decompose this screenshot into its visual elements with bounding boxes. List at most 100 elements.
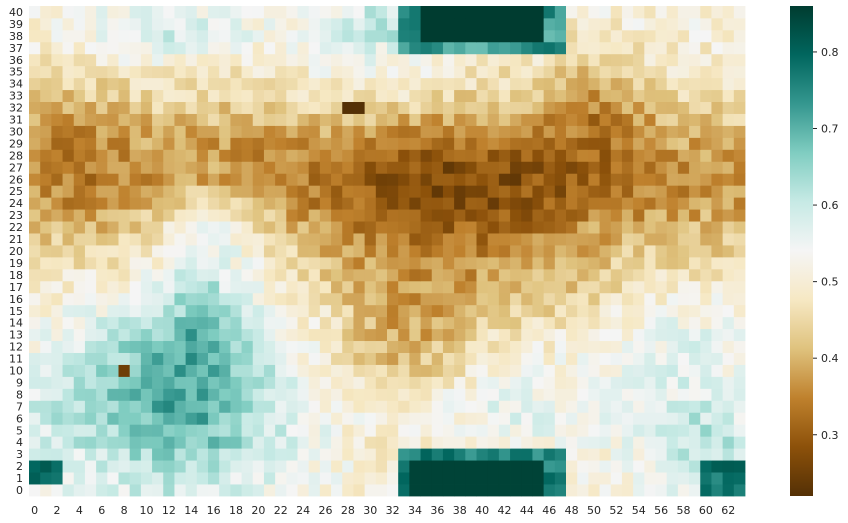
heatmap-cell xyxy=(398,280,410,294)
heatmap-cell xyxy=(129,436,142,449)
heatmap-cell xyxy=(51,412,63,425)
heatmap-cell xyxy=(375,328,388,342)
heatmap-cell xyxy=(610,364,623,377)
heatmap-cell xyxy=(387,113,399,126)
heatmap-cell xyxy=(84,280,97,294)
heatmap-cell xyxy=(655,233,668,246)
heatmap-cell xyxy=(51,472,63,485)
y-tick-label: 39 xyxy=(9,18,23,31)
heatmap-cell xyxy=(722,221,735,234)
heatmap-cell xyxy=(84,412,97,425)
heatmap-cell xyxy=(498,316,511,330)
heatmap-cell xyxy=(286,340,298,353)
heatmap-cell xyxy=(566,125,578,138)
heatmap-cell xyxy=(398,89,410,103)
heatmap-cell xyxy=(163,113,175,126)
heatmap-cell xyxy=(677,412,690,425)
heatmap-cell xyxy=(521,316,533,330)
heatmap-cell xyxy=(40,221,52,234)
heatmap-cell xyxy=(644,65,656,79)
heatmap-cell xyxy=(286,101,298,114)
heatmap-cell xyxy=(498,280,511,294)
heatmap-cells xyxy=(29,6,746,497)
heatmap-cell xyxy=(230,209,242,222)
heatmap-cell xyxy=(442,316,455,330)
heatmap-cell xyxy=(666,388,679,401)
heatmap-cell xyxy=(521,436,533,449)
heatmap-cell xyxy=(51,185,63,198)
heatmap-cell xyxy=(196,233,209,246)
heatmap-cell xyxy=(454,436,466,449)
heatmap-cell xyxy=(498,328,511,342)
heatmap-cell xyxy=(655,197,668,210)
heatmap-cell xyxy=(208,29,220,43)
heatmap-cell xyxy=(566,364,578,377)
heatmap-cell xyxy=(196,256,209,270)
heatmap-cell xyxy=(297,340,310,353)
heatmap-cell xyxy=(532,424,545,437)
heatmap-cell xyxy=(129,29,142,43)
heatmap-cell xyxy=(442,233,455,246)
heatmap-cell xyxy=(308,41,321,55)
heatmap-cell xyxy=(521,460,533,473)
heatmap-cell xyxy=(510,233,522,246)
heatmap-cell xyxy=(241,245,254,258)
heatmap-cell xyxy=(599,412,612,425)
heatmap-cell xyxy=(543,6,556,19)
heatmap-cell xyxy=(621,448,634,461)
heatmap-cell xyxy=(476,197,489,210)
heatmap-cell xyxy=(129,149,142,162)
heatmap-cell xyxy=(174,484,187,497)
heatmap-cell xyxy=(84,53,97,67)
heatmap-cell xyxy=(331,280,343,294)
heatmap-cell xyxy=(454,304,466,318)
heatmap-cell xyxy=(219,77,231,91)
heatmap-cell xyxy=(510,41,522,55)
heatmap-cell xyxy=(566,328,578,342)
heatmap-cell xyxy=(431,292,444,306)
heatmap-cell xyxy=(96,484,108,497)
heatmap-cell xyxy=(498,77,511,91)
heatmap-cell xyxy=(308,280,321,294)
heatmap-cell xyxy=(140,149,153,162)
heatmap-cell xyxy=(118,448,131,461)
heatmap-cell xyxy=(554,400,567,413)
heatmap-cell xyxy=(252,388,265,401)
heatmap-cell xyxy=(644,256,656,270)
heatmap-cell xyxy=(689,412,701,425)
heatmap-cell xyxy=(465,268,477,282)
heatmap-cell xyxy=(29,173,41,186)
heatmap-cell xyxy=(118,137,131,150)
heatmap-cell xyxy=(263,197,276,210)
heatmap-cell xyxy=(621,388,634,401)
heatmap-cell xyxy=(431,436,444,449)
heatmap-cell xyxy=(375,41,388,55)
heatmap-cell xyxy=(387,352,399,365)
heatmap-cell xyxy=(487,364,500,377)
heatmap-cell xyxy=(174,256,187,270)
heatmap-cell xyxy=(129,352,142,365)
heatmap-cell xyxy=(163,221,175,234)
heatmap-cell xyxy=(96,233,108,246)
heatmap-cell xyxy=(487,6,500,19)
heatmap-cell xyxy=(129,340,142,353)
heatmap-cell xyxy=(521,292,533,306)
heatmap-cell xyxy=(375,113,388,126)
heatmap-cell xyxy=(208,328,220,342)
heatmap-cell xyxy=(588,460,600,473)
heatmap-cell xyxy=(331,472,343,485)
heatmap-cell xyxy=(677,233,690,246)
heatmap-cell xyxy=(387,233,399,246)
heatmap-cell xyxy=(700,41,712,55)
heatmap-cell xyxy=(241,221,254,234)
heatmap-cell xyxy=(633,209,645,222)
heatmap-cell xyxy=(163,460,175,473)
heatmap-cell xyxy=(196,388,209,401)
heatmap-cell xyxy=(297,280,310,294)
heatmap-cell xyxy=(163,316,175,330)
heatmap-cell xyxy=(532,173,545,186)
heatmap-cell xyxy=(84,340,97,353)
heatmap-cell xyxy=(599,197,612,210)
heatmap-cell xyxy=(29,472,41,485)
x-tick-label: 22 xyxy=(274,504,288,517)
